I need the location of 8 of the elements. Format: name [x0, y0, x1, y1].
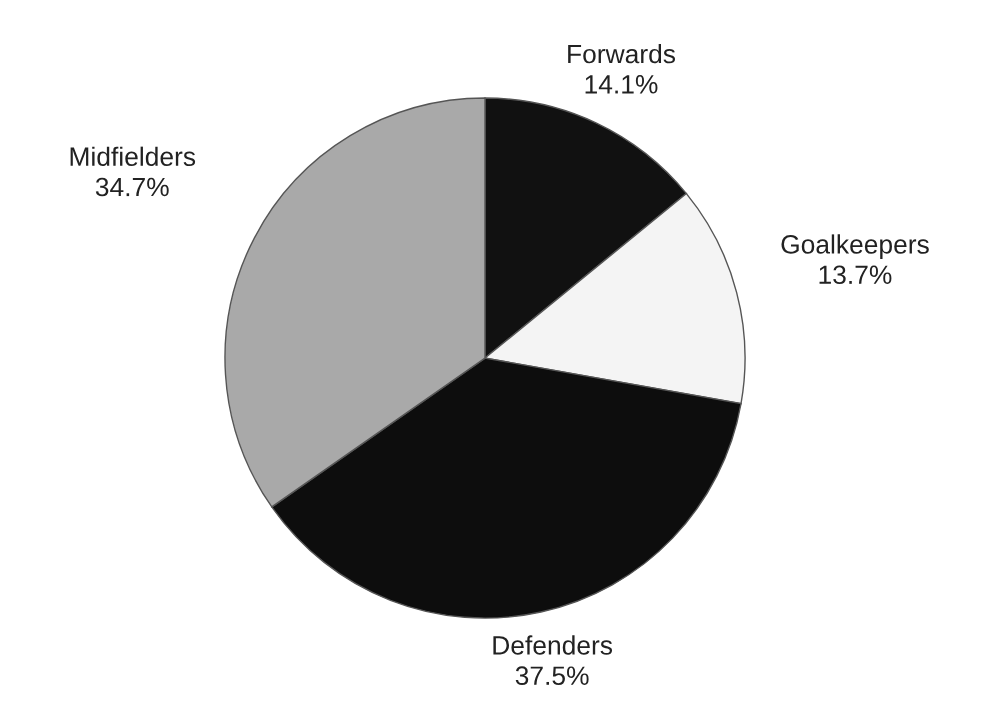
slice-label: Goalkeepers	[781, 234, 929, 259]
slice-label: Forwards	[568, 43, 676, 64]
data-label: 37.5%	[515, 666, 589, 686]
slice-label: Midfielders	[70, 146, 196, 167]
data-label: 34.7%	[95, 177, 169, 197]
slice-label: Defenders	[493, 635, 613, 655]
data-label: 14.1%	[585, 75, 658, 94]
data-label: 13.7%	[819, 265, 892, 285]
